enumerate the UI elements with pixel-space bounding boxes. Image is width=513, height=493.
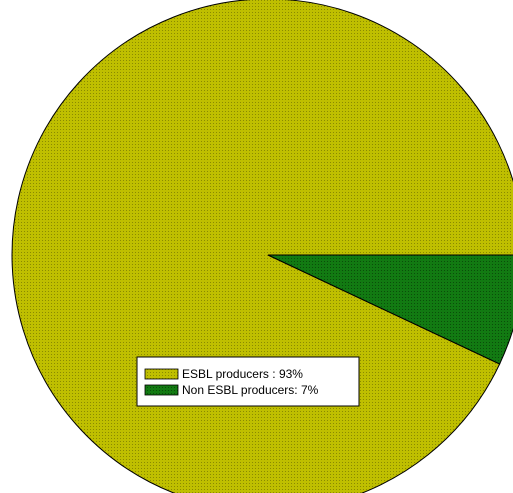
pie-slices	[11, 0, 513, 493]
legend-box	[136, 356, 360, 407]
pie-slice-esbl-producers	[11, 0, 513, 493]
pie-slice-non-esbl-producers	[267, 254, 513, 365]
legend-swatch-esbl	[144, 368, 179, 380]
legend-label-esbl: ESBL producers : 93%	[182, 367, 303, 381]
legend-swatch-non-esbl	[144, 384, 179, 396]
legend: ESBL producers : 93% Non ESBL producers:…	[136, 356, 360, 407]
legend-label-non-esbl: Non ESBL producers: 7%	[182, 383, 319, 397]
